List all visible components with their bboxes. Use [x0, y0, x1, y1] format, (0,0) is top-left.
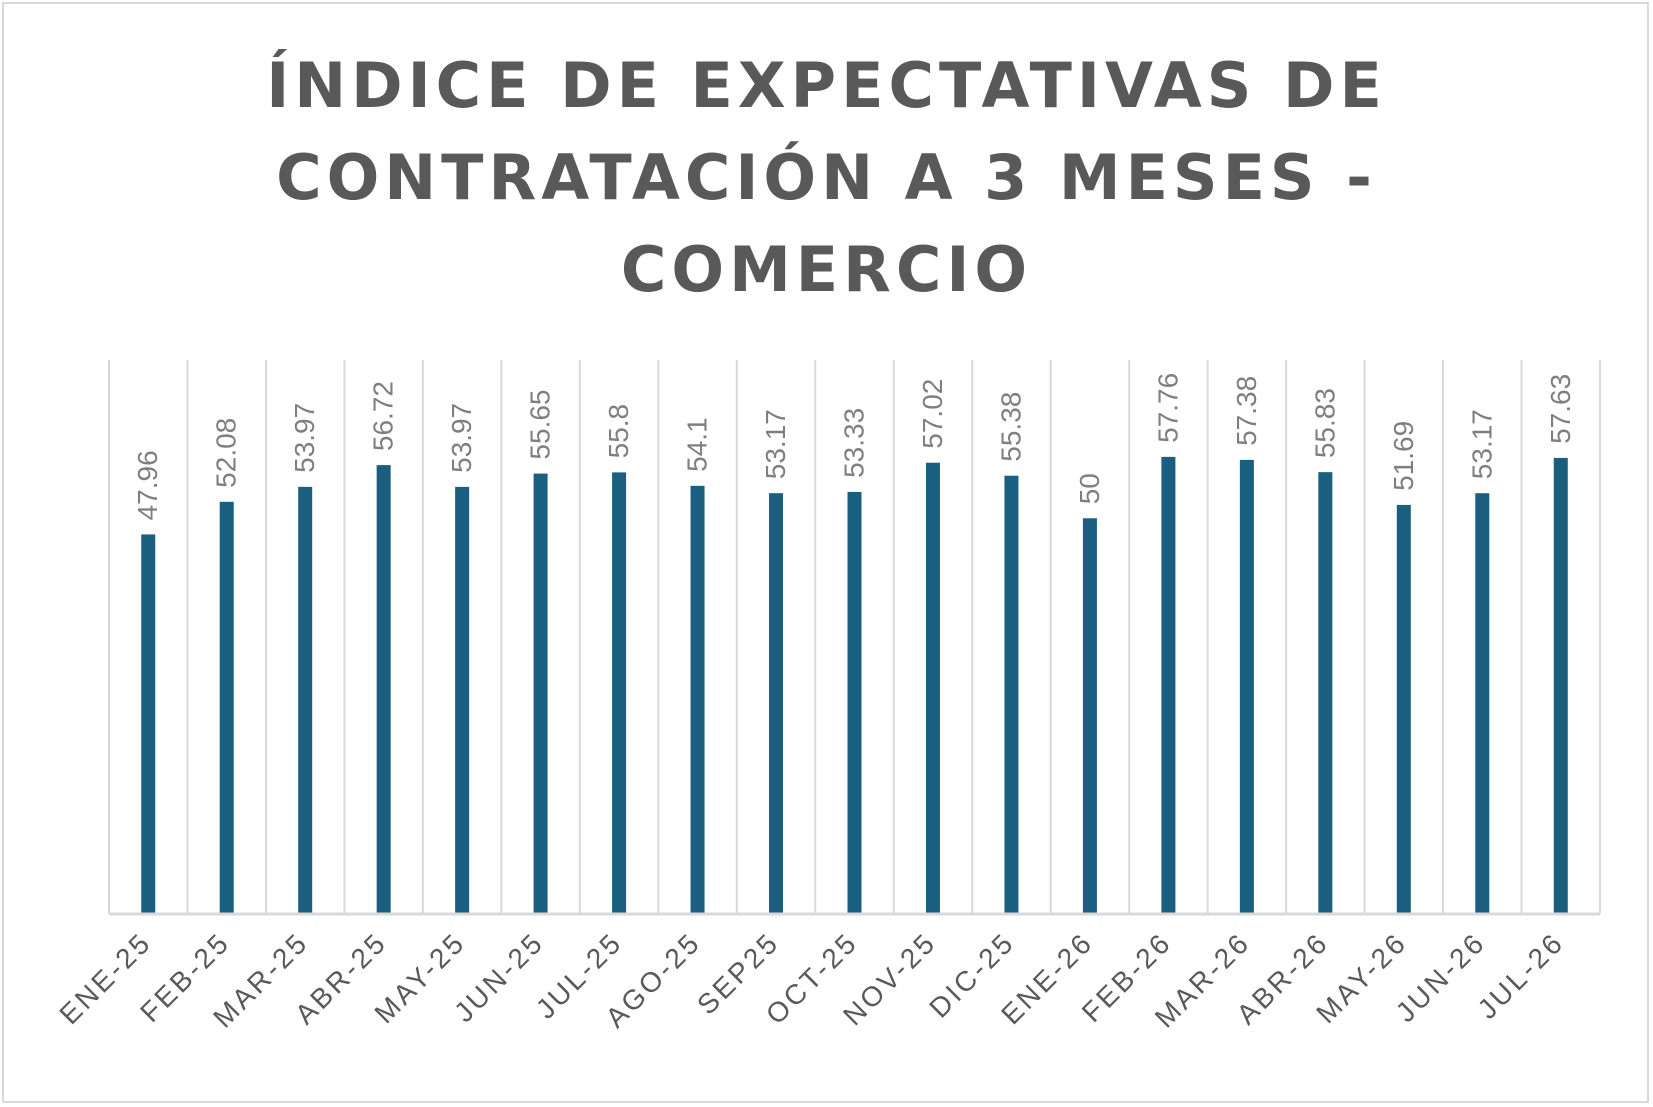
bar-jul-26 — [1553, 457, 1568, 914]
data-label: 53.33 — [839, 408, 870, 478]
bar-feb-25 — [219, 501, 234, 914]
bar-mar-26 — [1239, 459, 1254, 914]
data-label: 55.38 — [995, 392, 1026, 462]
bar-series — [141, 456, 1568, 914]
data-label: 47.96 — [132, 450, 163, 520]
bar-dic-25 — [1004, 475, 1019, 914]
data-label: 54.1 — [682, 417, 713, 472]
bar-ago-25 — [690, 485, 705, 914]
bar-jun-26 — [1475, 493, 1490, 914]
bar-sep25 — [769, 493, 784, 914]
data-label: 51.69 — [1388, 421, 1419, 491]
bar-feb-26 — [1161, 456, 1176, 914]
gridlines — [108, 360, 1601, 914]
bar-oct-25 — [847, 491, 862, 914]
data-label: 55.65 — [525, 389, 556, 459]
data-label: 55.83 — [1309, 388, 1340, 458]
data-label: 57.76 — [1152, 373, 1183, 443]
bar-may-25 — [455, 486, 470, 914]
bar-ene-25 — [141, 534, 156, 914]
data-label: 57.38 — [1231, 376, 1262, 446]
data-label: 57.63 — [1545, 374, 1576, 444]
data-label: 52.08 — [211, 418, 242, 488]
data-label: 56.72 — [368, 381, 399, 451]
x-axis-tick-labels: ENE-25FEB-25MAR-25ABR-25MAY-25JUN-25JUL-… — [54, 926, 1571, 1033]
bar-jun-25 — [533, 473, 548, 914]
chart-title-line-1: ÍNDICE DE EXPECTATIVAS DE — [266, 49, 1387, 122]
bar-abr-26 — [1318, 472, 1333, 914]
data-labels: 47.96 52.08 53.97 56.72 53.97 55.65 55.8 54.1 53… — [132, 373, 1576, 521]
chart-title: ÍNDICE DE EXPECTATIVAS DE CONTRATACIÓN A… — [0, 40, 1653, 316]
x-tick-label: JUL-26 — [1472, 926, 1570, 1024]
data-label: 53.97 — [446, 403, 477, 473]
bar-mar-25 — [298, 486, 313, 914]
chart-title-line-2: CONTRATACIÓN A 3 MESES - — [276, 141, 1377, 214]
bar-may-26 — [1396, 504, 1411, 914]
data-label: 53.97 — [289, 403, 320, 473]
data-label: 57.02 — [917, 379, 948, 449]
bar-abr-25 — [376, 465, 391, 914]
data-label: 50 — [1074, 473, 1105, 504]
chart-title-line-3: COMERCIO — [620, 233, 1033, 306]
data-label: 53.17 — [1466, 409, 1497, 479]
bar-ene-26 — [1082, 518, 1097, 914]
data-label: 53.17 — [760, 409, 791, 479]
data-label: 55.8 — [603, 404, 634, 459]
bar-jul-25 — [612, 472, 627, 914]
bar-nov-25 — [925, 462, 940, 914]
